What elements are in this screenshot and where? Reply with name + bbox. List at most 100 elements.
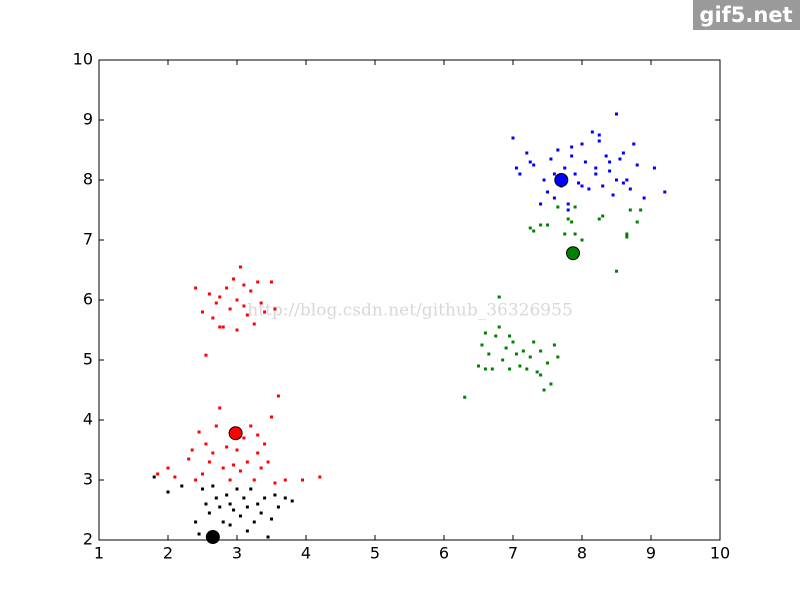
- x-tick-label: 4: [301, 544, 311, 563]
- point: [263, 442, 267, 446]
- point: [566, 202, 570, 206]
- y-tick-label: 4: [83, 410, 93, 429]
- x-tick-label: 6: [439, 544, 449, 563]
- point: [501, 358, 505, 362]
- point: [214, 496, 218, 500]
- watermark-badge-text: gif5.net: [699, 3, 792, 27]
- point: [539, 223, 543, 227]
- x-tick-label: 8: [577, 544, 587, 563]
- point: [152, 475, 156, 479]
- point: [552, 196, 556, 200]
- point: [652, 166, 656, 170]
- point: [514, 352, 518, 356]
- point: [266, 535, 270, 539]
- point: [207, 511, 211, 515]
- point: [494, 334, 498, 338]
- point: [477, 364, 480, 368]
- point: [235, 328, 239, 332]
- point: [570, 154, 574, 158]
- point: [632, 142, 636, 146]
- point: [583, 160, 587, 164]
- point: [608, 160, 612, 164]
- point: [232, 277, 236, 281]
- point: [273, 493, 277, 497]
- point: [535, 370, 539, 374]
- point: [245, 313, 249, 317]
- point: [590, 130, 594, 134]
- point: [173, 475, 177, 479]
- point: [594, 166, 598, 170]
- point: [625, 235, 629, 239]
- point: [273, 481, 277, 485]
- point: [521, 349, 525, 353]
- point: [301, 478, 305, 482]
- point: [256, 451, 260, 455]
- centroid: [566, 246, 581, 261]
- point: [283, 478, 287, 482]
- point: [214, 301, 218, 305]
- point: [621, 151, 625, 155]
- plot-frame: [98, 59, 721, 541]
- point: [242, 436, 246, 440]
- point: [615, 269, 618, 273]
- point: [218, 295, 222, 299]
- point: [580, 238, 584, 242]
- x-tick-label: 7: [508, 544, 518, 563]
- y-tick-label: 10: [73, 50, 93, 69]
- point: [166, 490, 170, 494]
- point: [204, 502, 208, 506]
- point: [539, 202, 543, 206]
- point: [201, 472, 204, 476]
- point: [273, 307, 277, 311]
- point: [508, 334, 512, 338]
- point: [290, 499, 294, 503]
- point: [235, 298, 239, 302]
- point: [601, 214, 605, 218]
- point: [276, 505, 280, 509]
- point: [490, 367, 494, 371]
- point: [270, 517, 273, 521]
- point: [570, 220, 574, 224]
- point: [194, 520, 198, 524]
- point: [556, 148, 560, 152]
- point: [259, 466, 263, 470]
- point: [238, 514, 242, 518]
- point: [663, 190, 667, 194]
- point: [635, 163, 639, 167]
- x-tick-label: 1: [94, 544, 104, 563]
- point: [577, 181, 581, 185]
- point: [214, 424, 218, 428]
- y-tick-label: 9: [83, 110, 93, 129]
- point: [532, 340, 536, 344]
- point: [221, 466, 225, 470]
- point: [197, 532, 201, 536]
- point: [252, 478, 256, 482]
- point: [249, 487, 253, 491]
- centroid: [205, 530, 220, 544]
- point: [242, 304, 246, 308]
- point: [283, 496, 287, 500]
- point: [201, 310, 204, 314]
- point: [252, 322, 256, 326]
- point: [628, 187, 632, 191]
- point: [497, 295, 501, 299]
- point: [204, 353, 208, 357]
- point: [225, 445, 229, 449]
- point: [549, 382, 553, 386]
- watermark-badge: [693, 0, 800, 30]
- point: [211, 316, 215, 320]
- point: [587, 187, 591, 191]
- point: [218, 505, 222, 509]
- point: [211, 451, 215, 455]
- point: [207, 460, 211, 464]
- point: [204, 442, 208, 446]
- point: [563, 232, 567, 236]
- y-tick-label: 2: [83, 530, 93, 549]
- point: [608, 169, 612, 173]
- point: [256, 280, 260, 284]
- point: [528, 160, 532, 164]
- point: [259, 511, 263, 515]
- point: [238, 265, 242, 269]
- point: [228, 307, 232, 311]
- y-tick-label: 5: [83, 350, 93, 369]
